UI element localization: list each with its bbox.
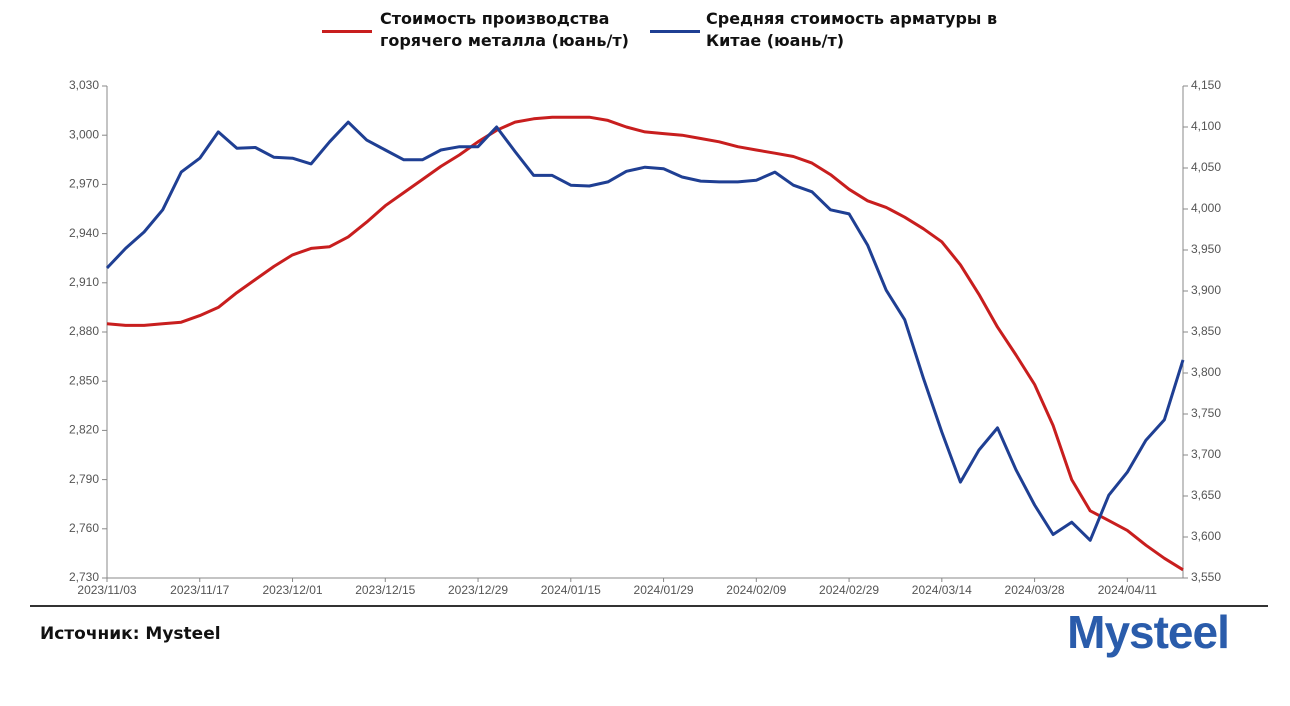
y-tick-label: 2,940 bbox=[69, 226, 99, 240]
x-tick-label: 2023/11/03 bbox=[77, 583, 136, 597]
x-tick-label: 2024/01/15 bbox=[541, 583, 601, 597]
legend-swatch bbox=[650, 30, 700, 33]
y-tick-label: 2,850 bbox=[69, 373, 99, 387]
y2-tick-label: 3,850 bbox=[1191, 324, 1221, 338]
y-tick-label: 2,970 bbox=[69, 177, 99, 191]
y2-tick-label: 3,750 bbox=[1191, 406, 1221, 420]
y2-tick-label: 4,100 bbox=[1191, 119, 1221, 133]
y2-tick-label: 3,900 bbox=[1191, 283, 1221, 297]
y2-tick-label: 3,800 bbox=[1191, 365, 1221, 379]
x-tick-label: 2024/02/09 bbox=[726, 583, 786, 597]
y2-tick-label: 3,650 bbox=[1191, 488, 1221, 502]
y2-tick-label: 3,700 bbox=[1191, 447, 1221, 461]
y2-tick-label: 3,600 bbox=[1191, 529, 1221, 543]
y-tick-label: 2,820 bbox=[69, 423, 99, 437]
x-tick-label: 2023/12/01 bbox=[262, 583, 322, 597]
legend-swatch bbox=[322, 30, 372, 33]
line-series bbox=[105, 120, 1185, 542]
x-tick-label: 2024/01/29 bbox=[634, 583, 694, 597]
x-tick-label: 2024/04/11 bbox=[1098, 583, 1157, 597]
y-tick-label: 2,760 bbox=[69, 521, 99, 535]
logo: Mysteel bbox=[1067, 606, 1229, 658]
legend-label: Стоимость производства горячего металла … bbox=[380, 9, 629, 50]
x-tick-label: 2024/02/29 bbox=[819, 583, 879, 597]
y2-tick-label: 3,950 bbox=[1191, 242, 1221, 256]
x-tick-label: 2024/03/14 bbox=[912, 583, 972, 597]
y2-tick-label: 3,550 bbox=[1191, 570, 1221, 584]
y-tick-label: 2,790 bbox=[69, 472, 99, 486]
x-tick-label: 2023/12/29 bbox=[448, 583, 508, 597]
y2-tick-label: 4,000 bbox=[1191, 201, 1221, 215]
source: Источник: Mysteel bbox=[40, 624, 221, 644]
y2-tick-label: 4,050 bbox=[1191, 160, 1221, 174]
x-tick-label: 2023/12/15 bbox=[355, 583, 415, 597]
y-tick-label: 3,000 bbox=[69, 127, 99, 141]
y2-tick-label: 4,150 bbox=[1191, 78, 1221, 92]
legend-label: Средняя стоимость арматуры в Китае (юань… bbox=[706, 9, 998, 50]
x-tick-label: 2024/03/28 bbox=[1005, 583, 1065, 597]
x-tick-label: 2023/11/17 bbox=[170, 583, 229, 597]
line-series bbox=[106, 115, 1184, 572]
y-tick-label: 2,730 bbox=[69, 570, 99, 584]
y-tick-label: 2,880 bbox=[69, 324, 99, 338]
y-tick-label: 3,030 bbox=[69, 78, 99, 92]
y-tick-label: 2,910 bbox=[69, 275, 99, 289]
